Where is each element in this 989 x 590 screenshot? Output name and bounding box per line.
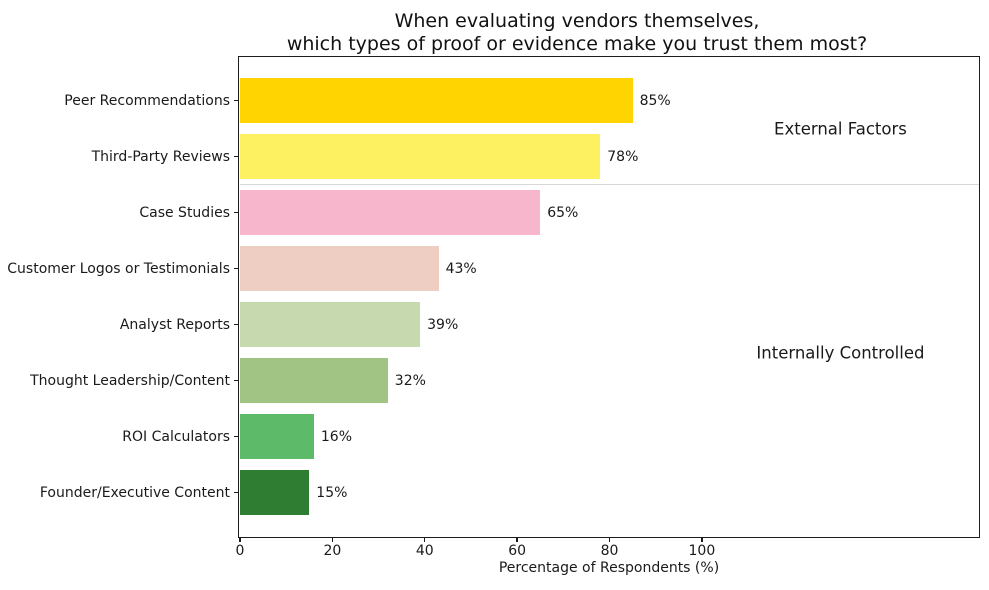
bar [240, 134, 601, 179]
category-label: Thought Leadership/Content [30, 372, 230, 389]
bar [240, 414, 314, 459]
bar-value-label: 85% [639, 92, 671, 109]
bar [240, 470, 310, 515]
category-label: Peer Recommendations [64, 92, 230, 109]
x-tick-label: 80 [600, 543, 619, 559]
group-divider-line [240, 183, 979, 186]
bar-value-label: 78% [607, 148, 639, 165]
bar [240, 358, 388, 403]
x-axis-tick [608, 537, 611, 542]
category-label: Customer Logos or Testimonials [7, 260, 230, 277]
chart-title: When evaluating vendors themselves, whic… [286, 10, 868, 55]
bar-value-label: 32% [394, 372, 426, 389]
group-annotation: External Factors [774, 119, 907, 138]
category-label: Case Studies [139, 204, 230, 221]
x-tick-label: 60 [508, 543, 527, 559]
group-annotation: Internally Controlled [756, 343, 925, 362]
x-axis-tick [331, 537, 334, 542]
x-axis-tick [424, 537, 426, 542]
x-tick-label: 0 [235, 543, 245, 559]
bar [240, 302, 421, 347]
y-axis-tick [234, 267, 239, 270]
bar-value-label: 39% [427, 316, 459, 333]
bar [240, 246, 439, 291]
y-axis-tick [234, 323, 239, 326]
x-tick-label: 40 [415, 543, 434, 559]
x-axis-tick [239, 537, 241, 542]
y-axis-tick [234, 435, 239, 438]
y-axis-tick [234, 379, 239, 382]
y-axis-tick [234, 211, 239, 214]
category-label: Founder/Executive Content [39, 484, 230, 501]
bar-value-label: 43% [445, 260, 477, 277]
bar-value-label: 65% [547, 204, 579, 221]
y-axis-tick [234, 155, 239, 158]
y-axis-tick [234, 491, 239, 494]
x-tick-label: 100 [688, 543, 716, 559]
bar-value-label: 15% [316, 484, 348, 501]
bar [240, 78, 633, 123]
x-tick-label: 20 [323, 543, 342, 559]
bar-value-label: 16% [320, 428, 353, 445]
x-axis-tick [516, 537, 518, 542]
plot-area: 85% 78% 65% 43% 39% 32% 16% 15% External Factors… [240, 58, 979, 537]
x-axis-label: Percentage of Respondents (%) [498, 560, 720, 576]
y-axis-tick [234, 99, 239, 102]
category-label: Analyst Reports [119, 316, 230, 333]
bar [240, 190, 541, 235]
category-label: Third-Party Reviews [91, 148, 230, 165]
x-axis-tick [701, 537, 703, 542]
category-label: ROI Calculators [122, 428, 230, 445]
